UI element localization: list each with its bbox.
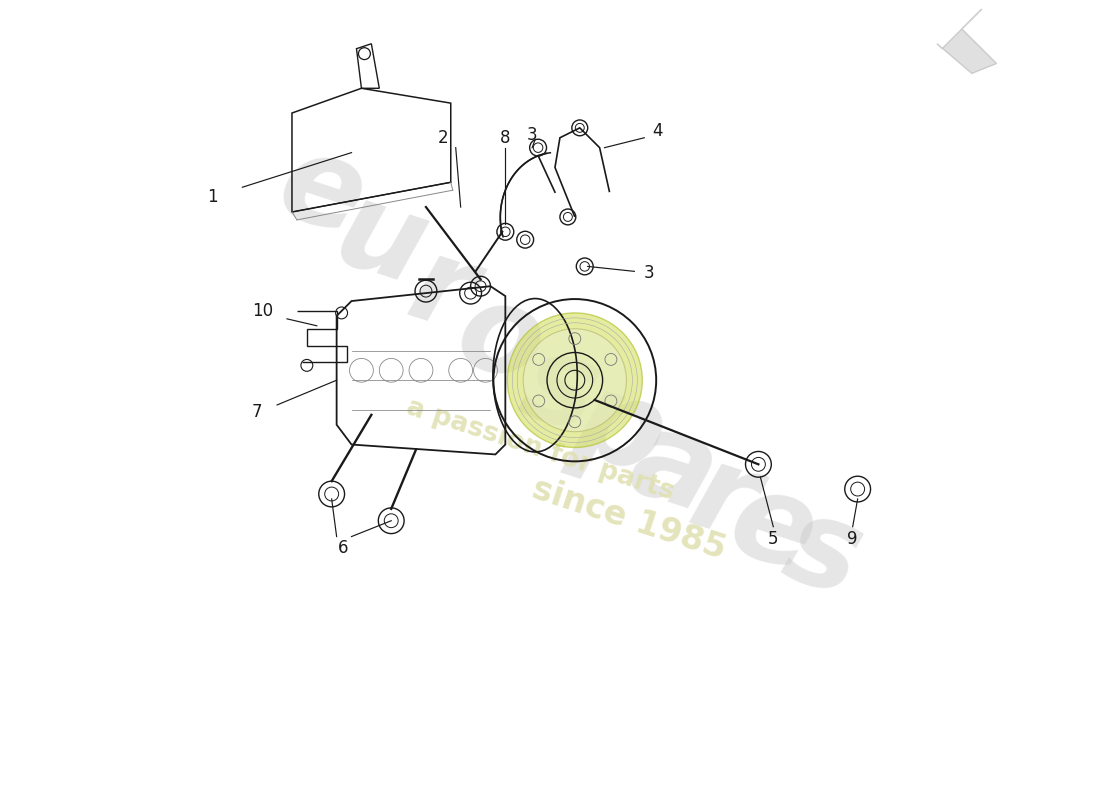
Text: 7: 7 (252, 403, 263, 421)
Text: 2: 2 (438, 129, 448, 146)
Text: a passion for parts: a passion for parts (403, 394, 678, 505)
Text: 4: 4 (652, 122, 662, 140)
Text: 5: 5 (768, 530, 779, 547)
Text: 10: 10 (252, 302, 273, 320)
Circle shape (507, 313, 642, 447)
Text: r: r (394, 226, 487, 356)
Text: s: s (770, 486, 876, 620)
Text: since 1985: since 1985 (528, 472, 730, 566)
Text: u: u (322, 173, 441, 310)
Text: e: e (264, 124, 380, 261)
Text: r: r (676, 434, 770, 564)
Text: 8: 8 (500, 129, 510, 146)
Text: 9: 9 (847, 530, 858, 547)
Polygon shape (937, 9, 997, 74)
Text: 3: 3 (527, 126, 538, 144)
Text: p: p (560, 361, 679, 499)
Text: 1: 1 (207, 188, 218, 206)
Text: s: s (507, 323, 613, 457)
Circle shape (524, 329, 626, 432)
Text: 6: 6 (339, 539, 349, 558)
Text: 3: 3 (644, 264, 654, 282)
Text: e: e (716, 460, 830, 597)
Text: o: o (442, 272, 559, 410)
Text: a: a (617, 401, 732, 538)
